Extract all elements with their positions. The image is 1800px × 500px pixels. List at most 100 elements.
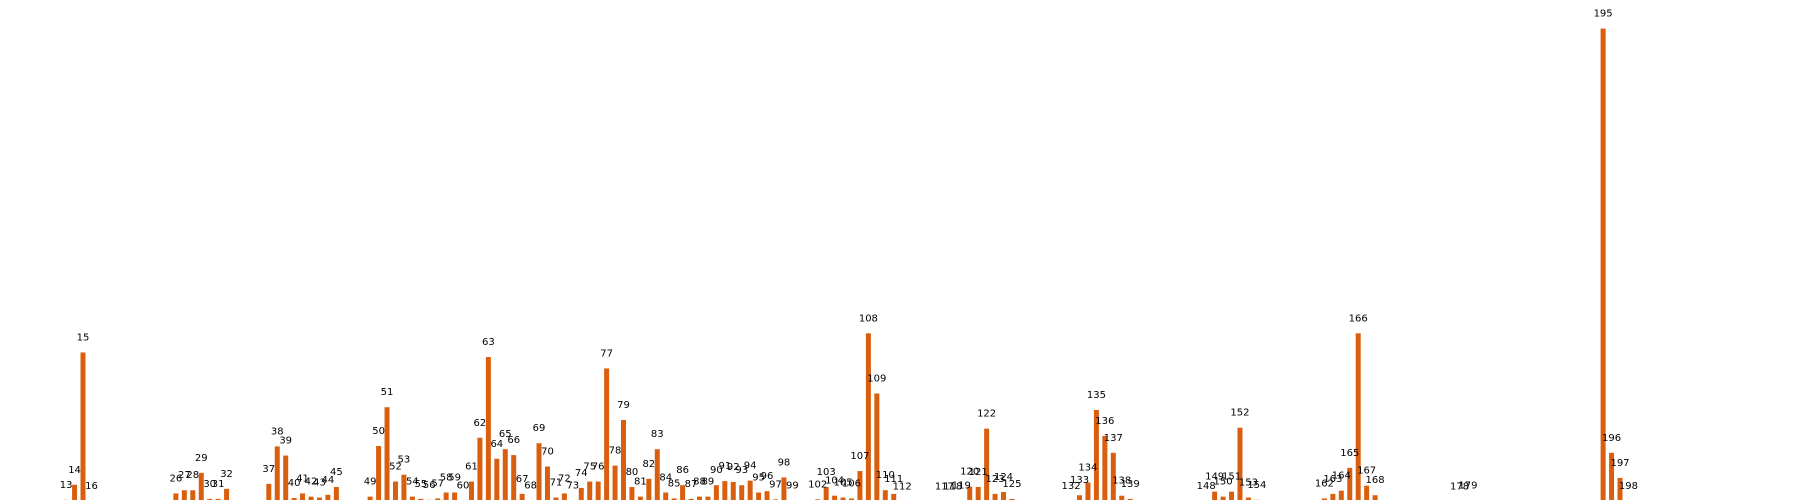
bar-label-82: 82 — [642, 459, 655, 470]
bar-label-89: 89 — [702, 477, 715, 488]
bar-label-27: 27 — [178, 470, 191, 481]
bar-label-86: 86 — [676, 465, 689, 476]
bar-45 — [333, 487, 339, 500]
bar-label-94: 94 — [744, 461, 757, 472]
bar-94 — [747, 480, 753, 500]
bar-79 — [620, 419, 626, 500]
bar-90 — [713, 485, 719, 500]
bar-label-71: 71 — [550, 478, 563, 489]
bar-label-52: 52 — [389, 462, 402, 473]
bars-layer — [63, 28, 1623, 500]
bar-153 — [1245, 497, 1251, 500]
bar-label-118: 118 — [943, 482, 962, 493]
bar-label-148: 148 — [1197, 481, 1216, 492]
bar-96 — [764, 491, 770, 500]
bar-75 — [587, 481, 593, 500]
bar-label-92: 92 — [727, 462, 740, 473]
bar-label-163: 163 — [1323, 474, 1342, 485]
bar-52 — [392, 481, 398, 500]
bar-152 — [1237, 427, 1243, 500]
bar-label-98: 98 — [778, 457, 791, 468]
bar-label-72: 72 — [558, 473, 571, 484]
bar-label-57: 57 — [431, 478, 444, 489]
bar-85 — [671, 498, 677, 500]
bar-label-105: 105 — [834, 478, 853, 489]
bar-103 — [823, 487, 829, 500]
bar-62 — [477, 437, 483, 500]
bar-label-135: 135 — [1087, 390, 1106, 401]
bar-label-37: 37 — [262, 464, 275, 475]
bar-123 — [992, 493, 998, 500]
bar-label-54: 54 — [406, 477, 419, 488]
bar-label-83: 83 — [651, 429, 664, 440]
bar-108 — [865, 333, 871, 500]
bar-label-198: 198 — [1619, 481, 1638, 492]
bar-150 — [1220, 496, 1226, 500]
bar-134 — [1085, 482, 1091, 500]
bar-31 — [215, 498, 221, 500]
bar-121 — [975, 487, 981, 500]
bar-label-41: 41 — [296, 473, 309, 484]
bar-74 — [578, 487, 584, 500]
bar-label-132: 132 — [1062, 481, 1081, 492]
bar-93 — [739, 485, 745, 500]
bar-72 — [561, 493, 567, 500]
bar-label-68: 68 — [524, 480, 537, 491]
bar-label-107: 107 — [850, 451, 869, 462]
bar-label-43: 43 — [313, 478, 326, 489]
bar-57 — [435, 498, 441, 500]
bar-38 — [274, 446, 280, 500]
bar-label-50: 50 — [372, 426, 385, 437]
bar-label-133: 133 — [1070, 475, 1089, 486]
bar-65 — [502, 449, 508, 500]
bar-166 — [1355, 333, 1361, 500]
bar-95 — [756, 492, 762, 500]
bar-29 — [198, 472, 204, 500]
bar-label-120: 120 — [960, 467, 979, 478]
bar-label-119: 119 — [952, 480, 971, 491]
bar-label-136: 136 — [1095, 416, 1114, 427]
bar-149 — [1212, 491, 1218, 500]
bar-label-61: 61 — [465, 462, 478, 473]
bar-70 — [544, 466, 550, 500]
bar-164 — [1338, 490, 1344, 500]
bar-83 — [654, 449, 660, 500]
bar-label-73: 73 — [566, 480, 579, 491]
bar-195 — [1600, 28, 1606, 500]
bar-label-70: 70 — [541, 447, 554, 458]
bar-label-66: 66 — [507, 435, 520, 446]
bar-63 — [485, 357, 491, 500]
bar-label-125: 125 — [1002, 479, 1021, 490]
bar-98 — [781, 477, 787, 500]
bar-label-28: 28 — [186, 470, 199, 481]
bar-label-96: 96 — [761, 471, 774, 482]
bar-label-40: 40 — [288, 478, 301, 489]
bar-39 — [283, 455, 289, 500]
bar-196 — [1609, 452, 1615, 500]
bar-label-110: 110 — [876, 470, 895, 481]
bar-104 — [832, 495, 838, 500]
bar-label-134: 134 — [1078, 462, 1097, 473]
bar-64 — [494, 458, 500, 500]
bar-58 — [443, 492, 449, 500]
bar-label-69: 69 — [533, 423, 546, 434]
bar-label-88: 88 — [693, 477, 706, 488]
bar-label-111: 111 — [884, 474, 903, 485]
bar-label-122: 122 — [977, 409, 996, 420]
bar-label-80: 80 — [626, 467, 639, 478]
bar-43 — [316, 497, 322, 500]
bar-label-197: 197 — [1610, 458, 1629, 469]
bar-91 — [722, 481, 728, 500]
bar-label-15: 15 — [77, 332, 90, 343]
bar-162 — [1321, 498, 1327, 500]
bar-label-102: 102 — [808, 479, 827, 490]
bar-label-151: 151 — [1222, 472, 1241, 483]
bar-50 — [376, 445, 382, 500]
bar-55 — [418, 498, 424, 500]
bar-label-106: 106 — [842, 478, 861, 489]
bar-125 — [1009, 498, 1015, 500]
bar-label-195: 195 — [1594, 9, 1613, 20]
bar-76 — [595, 481, 601, 500]
bar-67 — [519, 493, 525, 500]
bar-27 — [181, 490, 187, 500]
